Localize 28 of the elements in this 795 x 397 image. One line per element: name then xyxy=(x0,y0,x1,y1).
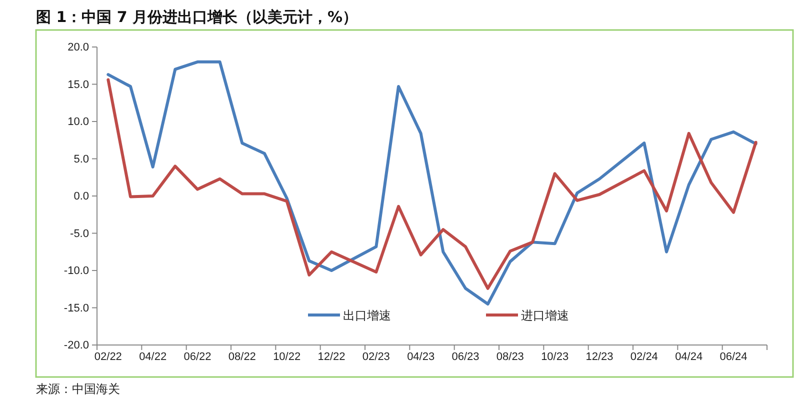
x-tick-label: 02/24 xyxy=(630,351,658,364)
y-tick-label: 15.0 xyxy=(68,78,89,91)
x-tick-label: 04/23 xyxy=(407,351,435,364)
y-tick-label: -15.0 xyxy=(64,302,89,314)
x-tick-label: 06/22 xyxy=(184,351,212,364)
y-tick-label: 5.0 xyxy=(74,153,89,166)
y-tick-label: 0.0 xyxy=(74,190,89,203)
x-tick-label: 12/23 xyxy=(586,351,614,364)
x-tick-label: 02/23 xyxy=(362,351,390,364)
x-tick-label: 06/23 xyxy=(452,351,480,364)
source-note: 来源：中国海关 xyxy=(36,382,120,396)
x-tick-label: 10/22 xyxy=(273,351,301,364)
x-tick-label: 10/23 xyxy=(541,351,569,364)
y-tick-label: -10.0 xyxy=(64,265,89,278)
x-tick-label: 06/24 xyxy=(720,351,748,364)
y-tick-label: 10.0 xyxy=(68,116,89,128)
x-tick-label: 08/23 xyxy=(496,351,524,364)
y-tick-label: -5.0 xyxy=(70,228,89,240)
chart-title: 图 1：中国 7 月份进出口增长（以美元计，%） xyxy=(36,8,358,26)
x-tick-label: 04/24 xyxy=(675,351,703,364)
x-tick-label: 08/22 xyxy=(228,351,256,364)
y-tick-label: -20.0 xyxy=(64,340,89,352)
y-tick-label: 20.0 xyxy=(68,42,89,54)
x-tick-label: 02/22 xyxy=(94,351,122,364)
x-tick-label: 12/22 xyxy=(318,351,346,364)
legend-label: 进口增速 xyxy=(521,308,569,322)
x-tick-label: 04/22 xyxy=(139,351,167,364)
legend-label: 出口增速 xyxy=(343,308,391,322)
